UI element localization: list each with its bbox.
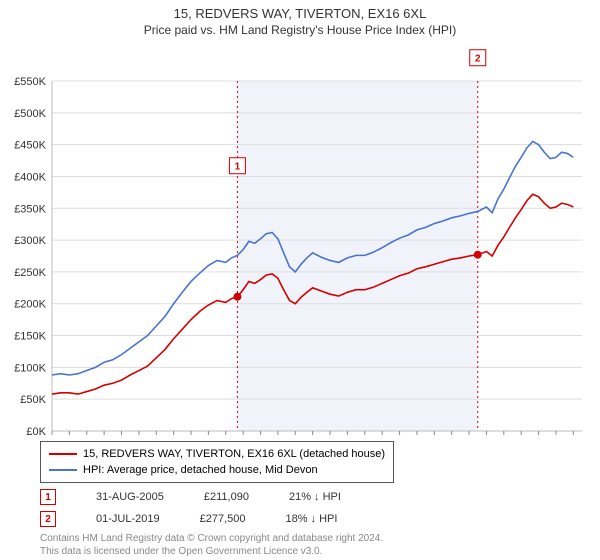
event-date: 01-JUL-2019 (96, 513, 160, 525)
legend-swatch-hpi (49, 469, 77, 471)
legend: 15, REDVERS WAY, TIVERTON, EX16 6XL (det… (40, 441, 394, 483)
svg-text:£350K: £350K (14, 203, 46, 215)
legend-item-property: 15, REDVERS WAY, TIVERTON, EX16 6XL (det… (49, 446, 385, 462)
svg-text:£50K: £50K (20, 394, 46, 406)
event-marker-2: 2 (40, 511, 56, 527)
svg-text:£550K: £550K (14, 76, 46, 88)
svg-text:2: 2 (475, 54, 481, 65)
footer-line-1: Contains HM Land Registry data © Crown c… (40, 532, 383, 545)
footer-line-2: This data is licensed under the Open Gov… (40, 545, 383, 558)
legend-label-hpi: HPI: Average price, detached house, Mid … (83, 464, 318, 476)
svg-text:£150K: £150K (14, 331, 46, 343)
sale-event-row: 1 31-AUG-2005 £211,090 21% ↓ HPI (40, 486, 341, 508)
event-delta: 18% ↓ HPI (285, 513, 337, 525)
sale-event-row: 2 01-JUL-2019 £277,500 18% ↓ HPI (40, 508, 341, 530)
legend-swatch-property (49, 453, 77, 455)
legend-item-hpi: HPI: Average price, detached house, Mid … (49, 462, 385, 478)
event-marker-1: 1 (40, 489, 56, 505)
svg-text:£200K: £200K (14, 299, 46, 311)
sale-events-table: 1 31-AUG-2005 £211,090 21% ↓ HPI 2 01-JU… (40, 486, 341, 530)
chart-title: 15, REDVERS WAY, TIVERTON, EX16 6XL (0, 6, 600, 21)
price-chart: £0K £50K £100K £150K £200K £250K £300K £350K £40… (0, 37, 600, 435)
svg-text:£0K: £0K (26, 426, 46, 435)
svg-text:£250K: £250K (14, 267, 46, 279)
svg-text:£100K: £100K (14, 362, 46, 374)
svg-text:£400K: £400K (14, 171, 46, 183)
event-price: £211,090 (204, 491, 249, 503)
svg-text:£500K: £500K (14, 108, 46, 120)
legend-label-property: 15, REDVERS WAY, TIVERTON, EX16 6XL (det… (83, 448, 385, 460)
chart-subtitle: Price paid vs. HM Land Registry's House … (0, 23, 600, 37)
svg-text:1: 1 (235, 162, 241, 173)
event-price: £277,500 (200, 513, 246, 525)
event-delta: 21% ↓ HPI (289, 491, 341, 503)
svg-text:£450K: £450K (14, 140, 46, 152)
event-date: 31-AUG-2005 (96, 491, 164, 503)
attribution-footer: Contains HM Land Registry data © Crown c… (40, 532, 383, 558)
svg-text:£300K: £300K (14, 235, 46, 247)
